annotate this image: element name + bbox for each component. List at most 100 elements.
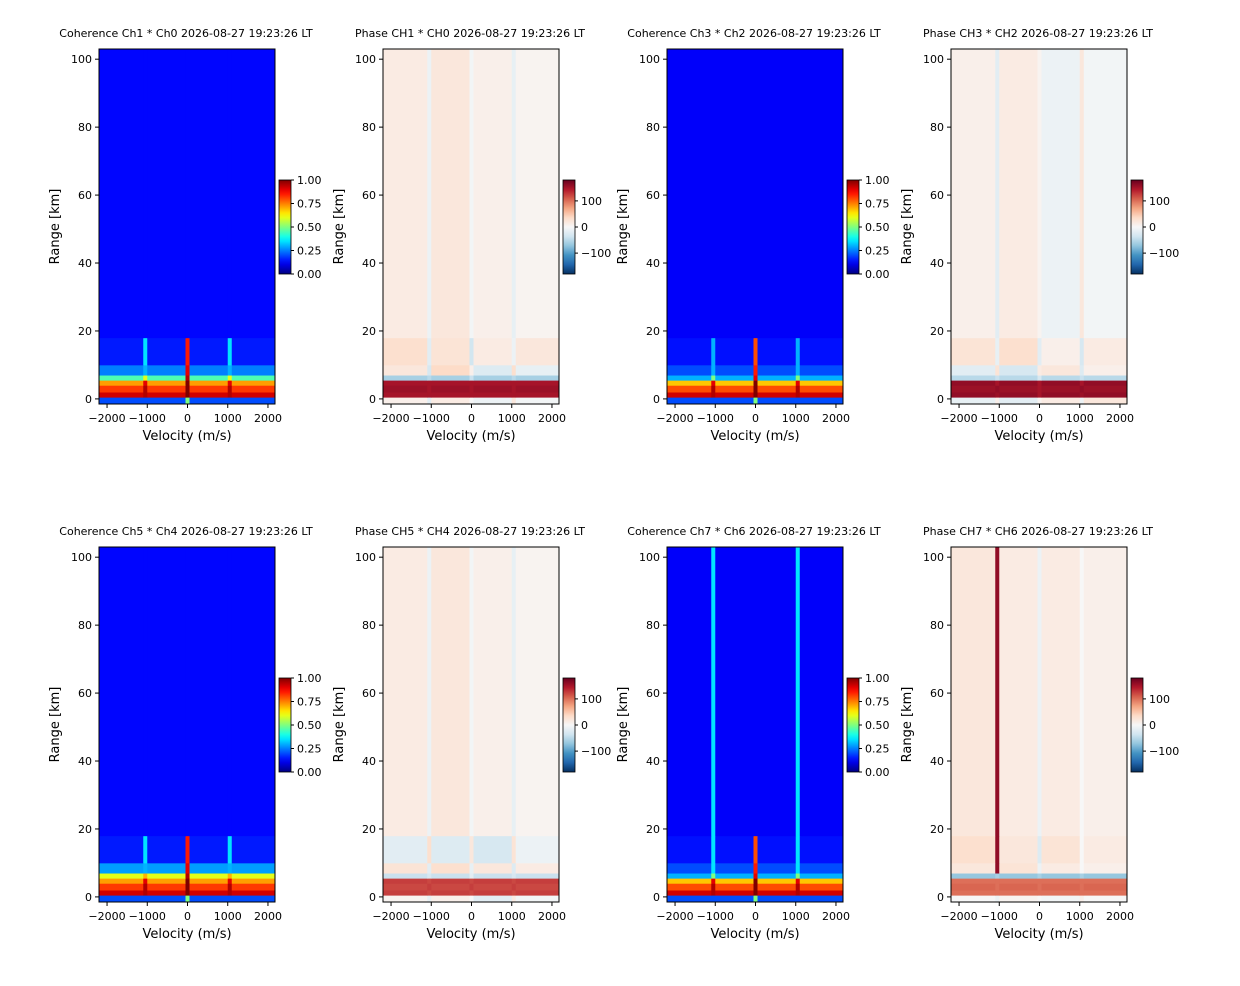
heatmap-cell bbox=[1079, 890, 1085, 896]
heatmap-cell bbox=[431, 49, 470, 339]
heatmap-cell bbox=[99, 49, 144, 339]
heatmap-cell bbox=[753, 890, 758, 896]
heatmap-cell bbox=[427, 337, 432, 366]
heatmap-cell bbox=[757, 547, 797, 837]
heatmap-cell bbox=[147, 397, 186, 405]
heatmap-cell bbox=[1037, 364, 1042, 376]
heatmap-cell bbox=[799, 392, 844, 398]
heatmap-cell bbox=[799, 862, 844, 874]
heatmap-cell bbox=[231, 862, 276, 874]
heatmap-cell bbox=[147, 392, 186, 398]
heatmap-cell bbox=[711, 397, 716, 405]
heatmap-cell bbox=[951, 392, 996, 398]
heatmap-cell bbox=[227, 337, 233, 366]
heatmap-cell bbox=[799, 895, 844, 903]
heatmap-cell bbox=[715, 878, 754, 884]
x-tick-label: −1000 bbox=[413, 910, 450, 923]
heatmap-cell bbox=[1037, 835, 1042, 864]
heatmap-cell bbox=[185, 873, 190, 879]
y-axis-label: Range [km] bbox=[616, 687, 631, 763]
heatmap-cell bbox=[1083, 890, 1128, 896]
colorbar-tick-label: 0.75 bbox=[865, 696, 890, 709]
heatmap-cell bbox=[473, 890, 513, 896]
heatmap-cell bbox=[757, 890, 797, 896]
y-tick-label: 20 bbox=[362, 325, 376, 338]
heatmap-cell bbox=[711, 392, 716, 398]
heatmap-cell bbox=[99, 392, 144, 398]
heatmap-cell bbox=[469, 890, 474, 896]
heatmap-cell bbox=[427, 547, 432, 837]
heatmap-cell bbox=[1041, 337, 1081, 366]
heatmap-cell bbox=[753, 375, 758, 381]
y-tick-label: 60 bbox=[78, 687, 92, 700]
heatmap-cell bbox=[999, 895, 1038, 903]
heatmap-cell bbox=[799, 375, 844, 381]
heatmap-cell bbox=[995, 873, 1000, 879]
colorbar bbox=[1130, 179, 1144, 275]
heatmap-cell bbox=[469, 878, 474, 884]
y-tick-label: 20 bbox=[362, 823, 376, 836]
heatmap-cell bbox=[1083, 862, 1128, 874]
heatmap-cell bbox=[753, 397, 758, 405]
y-tick-label: 100 bbox=[923, 53, 944, 66]
heatmap-cell bbox=[511, 364, 517, 376]
heatmap-cell bbox=[795, 862, 801, 874]
heatmap-cell bbox=[185, 397, 190, 405]
heatmap-cell bbox=[999, 337, 1038, 366]
heatmap-cell bbox=[715, 392, 754, 398]
x-axis-label: Velocity (m/s) bbox=[426, 429, 515, 444]
heatmap-cell bbox=[383, 547, 428, 837]
plot-frame bbox=[98, 48, 276, 405]
plot-frame bbox=[382, 546, 560, 903]
heatmap-cell bbox=[711, 380, 716, 386]
heatmap-cell bbox=[753, 895, 758, 903]
heatmap-cell bbox=[667, 364, 712, 376]
x-axis-label: Velocity (m/s) bbox=[142, 429, 231, 444]
heatmap-cell bbox=[951, 883, 996, 891]
heatmap-cell bbox=[715, 337, 754, 366]
panel: Phase CH3 * CH2 2026-08-27 19:23:26 LT −2… bbox=[900, 27, 1179, 444]
heatmap-cell bbox=[799, 878, 844, 884]
heatmap-cell bbox=[999, 862, 1038, 874]
heatmap-cell bbox=[951, 375, 996, 381]
y-axis-label: Range [km] bbox=[332, 189, 347, 265]
heatmap-cell bbox=[715, 364, 754, 376]
x-tick-label: 0 bbox=[752, 910, 759, 923]
heatmap-cell bbox=[231, 895, 276, 903]
heatmap-cell bbox=[143, 49, 148, 339]
x-tick-label: 0 bbox=[752, 412, 759, 425]
heatmap-cell bbox=[511, 385, 517, 393]
heatmap-cell bbox=[383, 895, 428, 903]
plot-frame bbox=[98, 546, 276, 903]
heatmap-cell bbox=[427, 375, 432, 381]
heatmap-cell bbox=[383, 392, 428, 398]
heatmap-cell bbox=[1037, 392, 1042, 398]
y-tick-label: 20 bbox=[646, 823, 660, 836]
heatmap-cell bbox=[1037, 49, 1042, 339]
heatmap-cell bbox=[185, 878, 190, 884]
x-tick-label: −2000 bbox=[656, 910, 693, 923]
heatmap-cell bbox=[99, 364, 144, 376]
y-axis-label: Range [km] bbox=[900, 687, 915, 763]
heatmap-cell bbox=[667, 878, 712, 884]
colorbar-tick-label: 1.00 bbox=[865, 672, 890, 685]
heatmap-cell bbox=[143, 385, 148, 393]
heatmap-cell bbox=[185, 337, 190, 366]
heatmap-cell bbox=[799, 364, 844, 376]
heatmap-cell bbox=[515, 862, 560, 874]
heatmap-cell bbox=[185, 380, 190, 386]
heatmap-cell bbox=[227, 835, 233, 864]
heatmap-cell bbox=[431, 835, 470, 864]
y-tick-label: 20 bbox=[930, 325, 944, 338]
heatmap-cell bbox=[147, 385, 186, 393]
heatmap-cell bbox=[189, 392, 229, 398]
heatmap-cell bbox=[715, 49, 754, 339]
heatmap-cell bbox=[469, 883, 474, 891]
heatmap-cell bbox=[1079, 375, 1085, 381]
colorbar-tick-label: 0.00 bbox=[865, 268, 890, 281]
heatmap-cell bbox=[99, 380, 144, 386]
x-tick-label: 2000 bbox=[822, 910, 850, 923]
y-tick-label: 100 bbox=[639, 551, 660, 564]
heatmap-cell bbox=[473, 878, 513, 884]
